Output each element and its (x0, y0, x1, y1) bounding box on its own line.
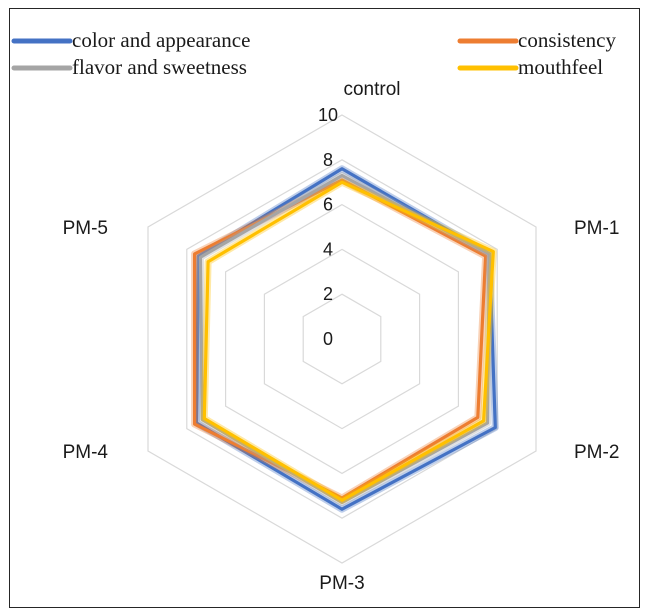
series-line-mouthfeel (202, 180, 495, 502)
axis-label-pm-5: PM-5 (63, 218, 108, 239)
tick-label-4: 4 (323, 239, 333, 259)
tick-label-0: 0 (323, 329, 333, 349)
legend-label-color-and-appearance: color and appearance (72, 28, 250, 52)
axis-label-pm-3: PM-3 (319, 573, 364, 594)
grid-ring-2 (302, 293, 382, 385)
axis-label-pm-2: PM-2 (574, 442, 619, 463)
axis-label-pm-4: PM-4 (63, 442, 109, 463)
grid-ring-8 (186, 159, 498, 519)
grid-ring-6 (225, 203, 459, 475)
axis-label-pm-1: PM-1 (574, 218, 619, 239)
grid-ring-4 (263, 248, 421, 430)
tick-label-10: 10 (318, 105, 338, 125)
legend-label-mouthfeel: mouthfeel (518, 55, 603, 79)
legend: color and appearance consistency flavor an… (11, 28, 616, 79)
axis-label-control: control (343, 79, 400, 100)
series-line-flavor-and-sweetness (198, 173, 491, 505)
axis-labels: control PM-1 PM-2 PM-3 PM-4 PM-5 (63, 79, 620, 594)
series-glow-color-and-appearance (193, 165, 499, 513)
legend-label-consistency: consistency (518, 28, 616, 52)
radar-grid (147, 114, 537, 564)
series-line-color-and-appearance (194, 167, 497, 511)
tick-label-2: 2 (323, 284, 333, 304)
radial-ticks: 0 2 4 6 8 10 (318, 105, 338, 349)
series-line-consistency (193, 178, 488, 500)
tick-label-6: 6 (323, 195, 333, 215)
grid-ring-10 (147, 114, 537, 564)
tick-label-8: 8 (323, 150, 333, 170)
legend-label-flavor-and-sweetness: flavor and sweetness (72, 55, 247, 79)
radar-series (191, 165, 499, 513)
